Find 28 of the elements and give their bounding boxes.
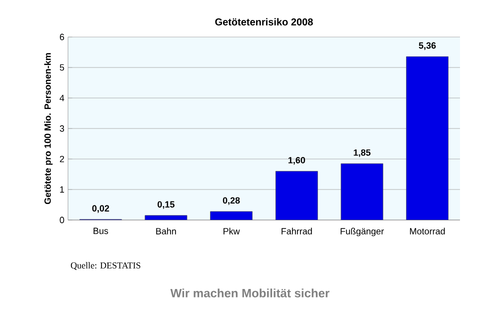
y-tick-label: 4 [60, 94, 64, 102]
x-tick-label: Fahrrad [282, 228, 312, 234]
y-tick-label: 0 [60, 216, 64, 224]
bar [406, 56, 449, 220]
y-tick-label: 3 [60, 125, 64, 132]
data-label: 1,60 [288, 156, 306, 165]
y-tick-label: 1 [60, 186, 64, 193]
text: Wir machen Mobilität sicher [170, 288, 330, 298]
y-axis-title: Getötete pro 100 Mio. Personen-km [44, 53, 53, 204]
source-note: Quelle: DESTATIS [70, 262, 140, 270]
bar [210, 211, 253, 220]
bar [340, 163, 384, 220]
x-tick-label: Bus [94, 228, 108, 234]
y-tick-label: 2 [60, 156, 64, 162]
y-tick-label: 6 [60, 34, 64, 40]
data-label: 1,85 [354, 149, 371, 158]
bar [144, 215, 188, 220]
x-tick-label: Motorrad [410, 228, 445, 234]
data-label: 0,15 [158, 201, 175, 209]
x-tick-label: Pkw [224, 228, 240, 234]
y-tick-label: 5 [60, 64, 64, 71]
x-tick-label: Fußgänger [340, 228, 384, 236]
bar [275, 171, 318, 220]
data-label: 5,36 [418, 42, 436, 50]
data-label: 0,28 [222, 197, 240, 205]
x-tick-label: Bahn [156, 228, 176, 234]
chart-title: Getötetenrisiko 2008 [215, 18, 313, 26]
data-label: 0,02 [92, 205, 110, 213]
